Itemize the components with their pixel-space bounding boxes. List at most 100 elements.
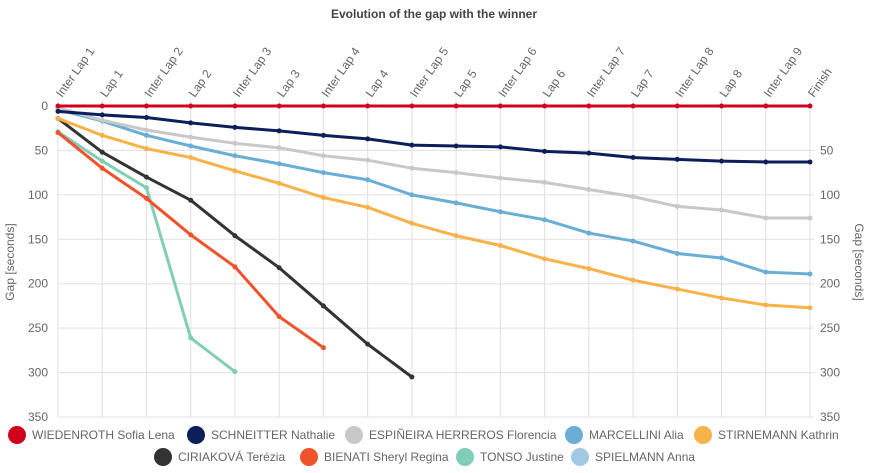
y2-tick-label: 100	[820, 188, 840, 202]
x-tick-label: Inter Lap 9	[761, 44, 806, 99]
data-point	[453, 103, 459, 109]
data-point	[99, 112, 105, 118]
data-point	[453, 170, 459, 176]
data-point	[99, 132, 105, 138]
legend-item[interactable]: MARCELLINI Alia	[565, 426, 684, 444]
legend-label: SCHNEITTER Nathalie	[211, 428, 335, 442]
data-point	[143, 195, 149, 201]
data-point	[276, 128, 282, 134]
data-point	[542, 148, 548, 154]
x-tick-label: Lap 4	[363, 67, 392, 100]
x-tick-label: Lap 8	[717, 67, 746, 100]
data-point	[763, 215, 769, 221]
data-point	[719, 103, 725, 109]
data-point	[320, 132, 326, 138]
y-axis-label: Gap [seconds]	[3, 223, 17, 300]
data-point	[232, 153, 238, 159]
data-point	[674, 251, 680, 257]
legend-swatch	[571, 448, 589, 466]
data-point	[674, 103, 680, 109]
legend-swatch	[456, 448, 474, 466]
legend-swatch	[565, 426, 583, 444]
x-tick-label: Lap 1	[97, 67, 126, 100]
data-point	[497, 175, 503, 181]
data-point	[586, 266, 592, 272]
data-point	[188, 120, 194, 126]
data-point	[99, 158, 105, 164]
data-point	[763, 159, 769, 165]
data-point	[232, 264, 238, 270]
data-point	[143, 103, 149, 109]
data-point	[232, 103, 238, 109]
y2-tick-label: 50	[820, 143, 834, 157]
data-point	[542, 179, 548, 185]
data-point	[542, 217, 548, 223]
x-tick-label: Inter Lap 2	[141, 44, 186, 99]
y2-tick-label: 150	[820, 232, 840, 246]
x-tick-label: Inter Lap 4	[318, 44, 363, 99]
data-point	[365, 103, 371, 109]
data-point	[143, 185, 149, 191]
data-point	[188, 197, 194, 203]
legend-swatch	[187, 426, 205, 444]
data-point	[188, 103, 194, 109]
x-tick-label: Lap 3	[274, 67, 303, 100]
legend-swatch	[154, 448, 172, 466]
data-point	[497, 209, 503, 215]
data-point	[630, 238, 636, 244]
data-point	[409, 374, 415, 380]
data-point	[320, 103, 326, 109]
legend-item[interactable]: TONSO Justine	[456, 448, 564, 466]
data-point	[232, 140, 238, 146]
data-point	[365, 136, 371, 142]
data-point	[719, 158, 725, 164]
data-point	[453, 233, 459, 239]
data-point	[763, 269, 769, 275]
y-tick-label: 350	[28, 410, 48, 424]
data-point	[232, 124, 238, 130]
data-point	[497, 243, 503, 249]
legend-swatch	[694, 426, 712, 444]
data-point	[763, 103, 769, 109]
data-point	[276, 145, 282, 151]
data-point	[143, 115, 149, 121]
data-point	[143, 174, 149, 180]
legend-item[interactable]: STIRNEMANN Kathrin	[694, 426, 839, 444]
data-point	[807, 159, 813, 165]
data-point	[674, 203, 680, 209]
data-point	[365, 341, 371, 347]
data-point	[55, 103, 61, 109]
x-tick-label: Inter Lap 8	[672, 44, 717, 99]
legend-label: BIENATI Sheryl Regina	[324, 450, 449, 464]
series-line	[57, 108, 811, 276]
legend-label: ESPIÑEIRA HERREROS Florencia	[369, 428, 557, 442]
data-point	[453, 143, 459, 149]
data-point	[99, 103, 105, 109]
y-tick-label: 0	[41, 99, 48, 113]
x-tick-label: Finish	[805, 65, 835, 99]
y2-tick-label: 350	[820, 410, 840, 424]
legend-item[interactable]: ESPIÑEIRA HERREROS Florencia	[345, 426, 557, 444]
data-point	[188, 134, 194, 140]
y2-tick-label: 300	[820, 366, 840, 380]
data-point	[232, 369, 238, 375]
y-tick-label: 50	[35, 143, 49, 157]
data-point	[719, 255, 725, 261]
x-tick-label: Inter Lap 6	[495, 44, 540, 99]
legend-label: TONSO Justine	[480, 450, 564, 464]
legend-item[interactable]: WIEDENROTH Sofia Lena	[8, 426, 175, 444]
y-tick-label: 100	[28, 188, 48, 202]
data-point	[497, 144, 503, 150]
legend-label: SPIELMANN Anna	[595, 450, 695, 464]
legend-item[interactable]: SCHNEITTER Nathalie	[187, 426, 335, 444]
legend-item[interactable]: SPIELMANN Anna	[571, 448, 695, 466]
legend-swatch	[8, 426, 26, 444]
x-tick-label: Inter Lap 1	[53, 44, 98, 99]
data-point	[55, 130, 61, 136]
legend-item[interactable]: BIENATI Sheryl Regina	[300, 448, 449, 466]
y2-tick-label: 250	[820, 321, 840, 335]
legend-label: STIRNEMANN Kathrin	[718, 428, 839, 442]
legend-item[interactable]: CIRIAKOVÁ Terézia	[154, 448, 285, 466]
data-point	[320, 153, 326, 159]
